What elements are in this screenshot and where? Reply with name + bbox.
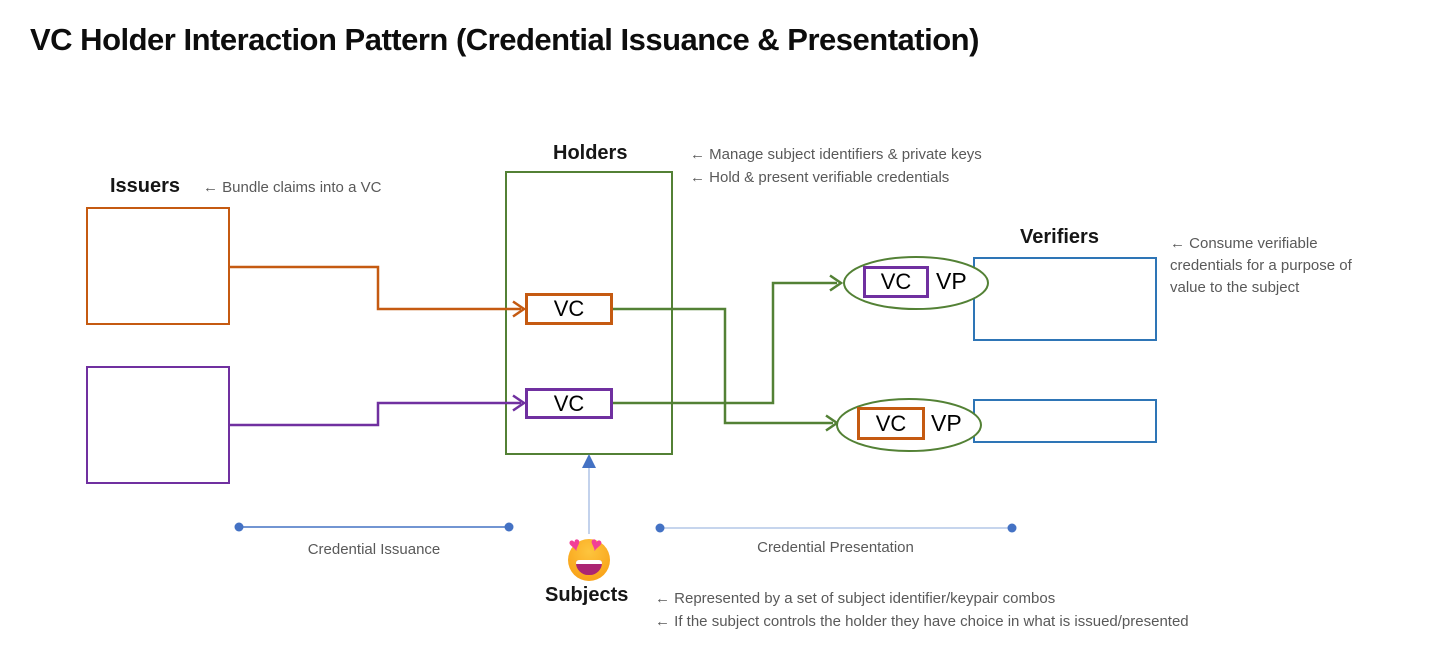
subjects-annotation-2: ← If the subject controls the holder the… (655, 613, 1189, 630)
issuance-dot-right (504, 522, 514, 532)
vp-top-vc-label: VC (880, 269, 912, 294)
issuers-label: Issuers (110, 175, 181, 197)
issuance-dot-left (234, 522, 244, 532)
subjects-annotation-1: ← Represented by a set of subject identi… (655, 590, 1056, 607)
connector-issuer1-to-vc (230, 265, 521, 311)
presentation-dot-left (655, 523, 665, 533)
subjects-label: Subjects (545, 584, 629, 606)
issuer-box-purple (86, 366, 230, 484)
holder-vc-box-orange: VC (525, 293, 613, 325)
issuer-box-orange (86, 207, 230, 325)
arrowhead-vp-top (829, 274, 844, 292)
presentation-dot-right (1007, 523, 1017, 533)
connector-issuer2-to-vc (230, 401, 521, 427)
vp-bottom-vc-label: VC (875, 410, 907, 436)
arrowhead-vp-bottom (825, 414, 840, 432)
verifier-box-top (973, 257, 1157, 341)
page-title: VC Holder Interaction Pattern (Credentia… (30, 22, 979, 57)
holder-vc-label-1: VC (553, 296, 585, 321)
emoji-teeth (576, 560, 602, 564)
verifier-box-bottom (973, 399, 1157, 443)
vp-top-label: VP (936, 268, 967, 294)
heart-eyes-emoji: ♥ ♥ (567, 533, 612, 581)
verifiers-annotation: ← Consume verifiable credentials for a p… (1170, 235, 1352, 296)
issuers-annotation: ← Bundle claims into a VC (203, 179, 382, 196)
vp-top-vc-box: VC (863, 266, 929, 298)
vp-bottom-label: VP (931, 410, 962, 436)
vp-bottom-vc-box: VC (857, 407, 925, 440)
verifiers-label: Verifiers (1020, 226, 1099, 248)
holder-vc-box-purple: VC (525, 388, 613, 419)
holders-label: Holders (553, 142, 628, 164)
holder-vc-label-2: VC (553, 390, 585, 416)
subject-to-holder-arrowhead (582, 454, 596, 468)
holders-annotation-2: ← Hold & present verifiable credentials (690, 169, 950, 186)
emoji-mouth (576, 560, 602, 575)
holders-annotation-1: ← Manage subject identifiers & private k… (690, 146, 982, 163)
credential-issuance-label: Credential Issuance (307, 541, 441, 558)
credential-presentation-label: Credential Presentation (757, 539, 914, 556)
